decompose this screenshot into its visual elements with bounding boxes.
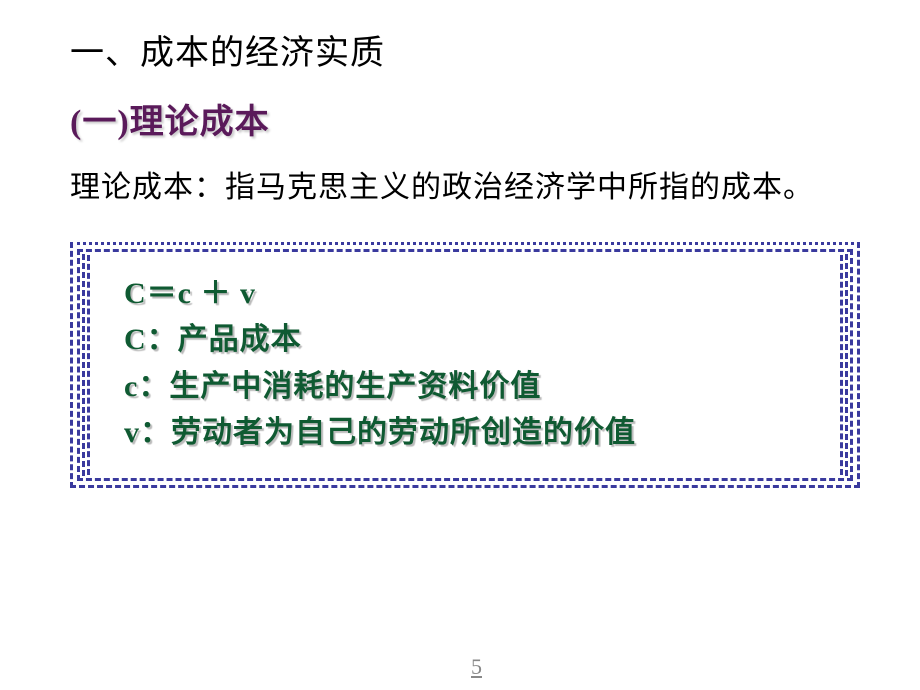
slide-content: 一、成本的经济实质 (一)理论成本 理论成本：指马克思主义的政治经济学中所指的成… — [0, 0, 920, 488]
heading-main: 一、成本的经济实质 — [70, 25, 860, 74]
formula-frame-layer3: C＝c ＋ v C：产品成本 c：生产中消耗的生产资料价值 v：劳动者为自己的劳… — [82, 254, 848, 476]
heading-sub: (一)理论成本 — [70, 94, 860, 143]
formula-line-equation: C＝c ＋ v — [124, 271, 814, 318]
formula-frame-layer2: C＝c ＋ v C：产品成本 c：生产中消耗的生产资料价值 v：劳动者为自己的劳… — [77, 249, 853, 481]
body-text: 理论成本：指马克思主义的政治经济学中所指的成本。 — [70, 165, 860, 212]
formula-frame-layer4: C＝c ＋ v C：产品成本 c：生产中消耗的生产资料价值 v：劳动者为自己的劳… — [87, 255, 843, 475]
formula-line-c-lower: c：生产中消耗的生产资料价值 — [124, 364, 814, 411]
formula-line-v: v：劳动者为自己的劳动所创造的价值 — [124, 410, 814, 457]
page-number: 5 — [471, 654, 482, 680]
formula-frame: C＝c ＋ v C：产品成本 c：生产中消耗的生产资料价值 v：劳动者为自己的劳… — [70, 242, 860, 488]
formula-line-c-upper: C：产品成本 — [124, 317, 814, 364]
